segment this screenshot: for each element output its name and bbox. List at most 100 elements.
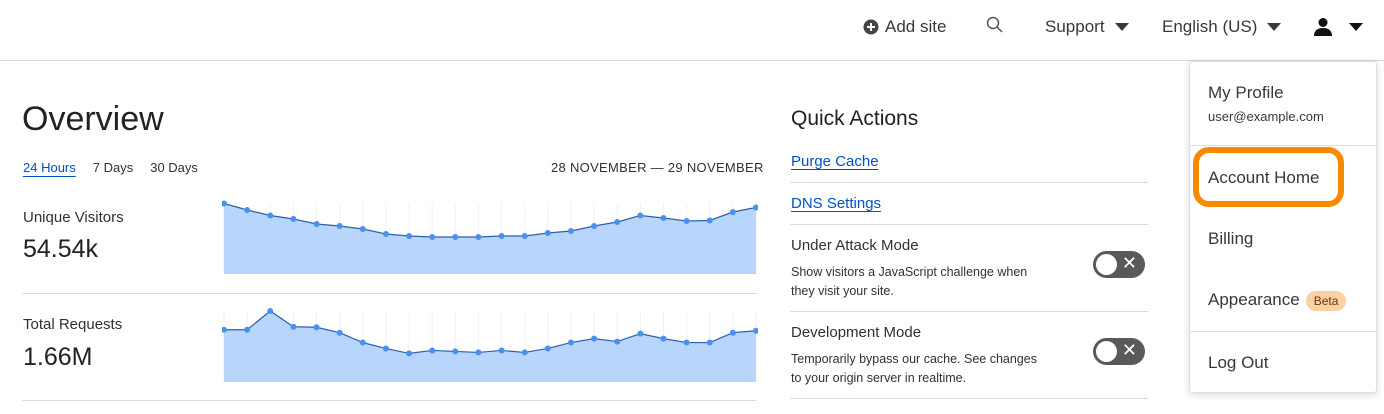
add-site-label: Add site <box>885 17 947 36</box>
user-menu-button[interactable] <box>1313 17 1363 37</box>
data-point <box>475 349 482 356</box>
caret-down-icon <box>1267 23 1282 31</box>
data-point <box>359 339 366 346</box>
data-point <box>475 234 482 240</box>
toggle-knob <box>1096 341 1117 362</box>
data-point <box>313 221 320 227</box>
data-point <box>753 204 758 211</box>
beta-badge: Beta <box>1305 290 1347 311</box>
data-point <box>521 233 528 239</box>
search-button[interactable] <box>986 16 1004 34</box>
plus-circle-icon <box>863 19 879 35</box>
close-icon: ✕ <box>1121 253 1137 273</box>
data-point <box>452 234 459 240</box>
data-point <box>313 324 320 331</box>
area-fill <box>224 203 756 274</box>
data-point <box>429 234 436 240</box>
language-label: English (US) <box>1162 17 1258 36</box>
purge-cache-link[interactable]: Purge Cache <box>791 153 879 170</box>
data-point <box>290 216 297 222</box>
top-bar: Add site Support English (US) <box>0 0 1384 61</box>
tab-30-days[interactable]: 30 Days <box>150 160 198 175</box>
data-point <box>244 207 251 213</box>
data-point <box>591 223 598 229</box>
data-point <box>222 326 227 333</box>
toggle-description: Show visitors a JavaScript challenge whe… <box>791 265 1028 298</box>
data-point <box>753 327 758 334</box>
tab-24-hours[interactable]: 24 Hours <box>23 160 76 175</box>
user-email: user@example.com <box>1208 109 1324 124</box>
highlight-annotation <box>1193 147 1344 207</box>
data-point <box>544 230 551 236</box>
caret-down-icon <box>1349 23 1363 31</box>
language-dropdown[interactable]: English (US) <box>1162 17 1282 37</box>
data-point <box>614 219 621 225</box>
data-point <box>406 350 413 357</box>
metric-label: Unique Visitors <box>23 209 124 226</box>
data-point <box>359 226 366 232</box>
series-line <box>224 310 757 355</box>
dns-settings-link[interactable]: DNS Settings <box>791 195 882 212</box>
appearance-item[interactable]: Appearance Beta <box>1208 290 1347 311</box>
data-point <box>429 347 436 354</box>
under-attack-toggle[interactable]: ✕ <box>1093 251 1145 278</box>
data-point <box>336 329 343 336</box>
divider <box>790 398 1148 399</box>
metric-label: Total Requests <box>23 316 123 333</box>
support-label: Support <box>1045 17 1105 36</box>
data-point <box>637 330 644 337</box>
caret-down-icon <box>1114 23 1129 31</box>
data-point <box>544 345 551 352</box>
data-point <box>706 217 713 224</box>
divider <box>22 293 756 294</box>
quick-actions-title: Quick Actions <box>791 107 919 130</box>
data-point <box>498 233 505 239</box>
data-point <box>660 335 667 342</box>
data-point <box>614 338 621 345</box>
divider <box>790 182 1148 183</box>
search-icon <box>986 16 1003 33</box>
toggle-knob <box>1096 254 1117 275</box>
tab-7-days[interactable]: 7 Days <box>92 160 134 175</box>
close-icon: ✕ <box>1121 340 1137 360</box>
data-point <box>521 349 528 356</box>
divider <box>790 224 1148 225</box>
appearance-label: Appearance <box>1208 290 1300 309</box>
add-site-button[interactable]: Add site <box>863 17 946 37</box>
total-requests-chart <box>222 308 758 382</box>
account-home-item[interactable]: Account Home <box>1208 168 1320 187</box>
data-point <box>729 329 736 336</box>
data-point <box>406 233 413 239</box>
data-point <box>290 323 297 330</box>
area-fill <box>224 311 756 382</box>
user-icon <box>1314 18 1332 36</box>
divider <box>1190 331 1376 332</box>
data-point <box>729 209 736 215</box>
page-title: Overview <box>22 100 164 138</box>
unique-visitors-chart <box>222 200 758 274</box>
data-point <box>706 339 713 346</box>
divider <box>22 400 756 401</box>
data-point <box>336 223 343 229</box>
development-mode-toggle[interactable]: ✕ <box>1093 338 1145 365</box>
time-range-tabs: 24 Hours 7 Days 30 Days <box>23 160 198 175</box>
data-point <box>591 335 598 342</box>
log-out-item[interactable]: Log Out <box>1208 353 1269 372</box>
date-range: 28 NOVEMBER — 29 NOVEMBER <box>551 160 764 175</box>
data-point <box>222 200 227 207</box>
data-point <box>452 348 459 355</box>
billing-item[interactable]: Billing <box>1208 229 1254 248</box>
data-point <box>683 218 690 224</box>
data-point <box>683 339 690 346</box>
metric-value: 1.66M <box>23 343 93 371</box>
data-point <box>267 308 274 314</box>
data-point <box>382 345 389 352</box>
data-point <box>267 212 274 219</box>
data-point <box>637 212 644 219</box>
data-point <box>567 228 574 234</box>
my-profile-item[interactable]: My Profile <box>1208 83 1284 102</box>
toggle-description: Temporarily bypass our cache. See change… <box>791 352 1037 385</box>
support-dropdown[interactable]: Support <box>1045 17 1129 37</box>
data-point <box>244 326 251 333</box>
toggle-title: Development Mode <box>791 324 922 341</box>
